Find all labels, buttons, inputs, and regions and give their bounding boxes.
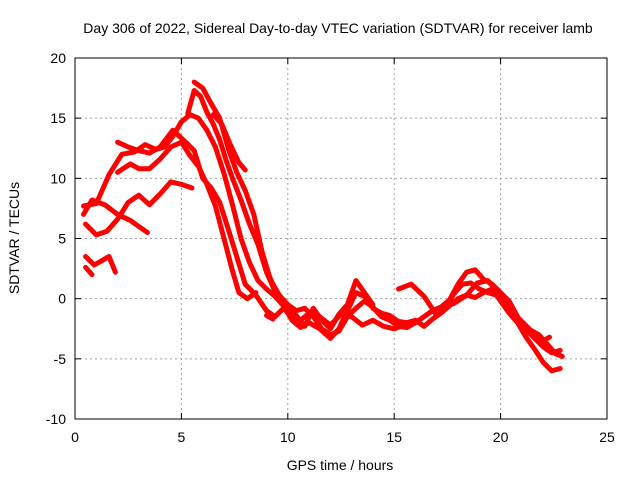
x-tick-label: 5 [178,429,186,445]
series-line-track-2 [83,264,95,278]
y-tick-label: 5 [58,231,66,247]
series-line-track-8 [185,88,563,374]
series-line-track-13 [291,278,376,332]
y-tick-label: 0 [58,291,66,307]
series-line-track-6 [115,139,259,302]
series-line-track-4 [83,179,195,238]
series-line-track-7 [115,127,408,332]
series-line-track-3 [81,197,150,235]
series-line-track-15 [451,278,552,345]
series-line-track-5 [81,112,295,314]
series-line-track-12 [264,313,276,322]
chart-title: Day 306 of 2022, Sidereal Day-to-day VTE… [83,20,593,36]
y-tick-label: -10 [46,411,66,427]
y-tick-label: -5 [54,351,67,367]
y-tick-label: 20 [50,50,66,66]
axis-ticks: 0 5 10 15 20 25 -10 -5 0 5 10 15 20 [46,50,615,445]
series-line-track-14 [396,280,565,359]
x-tick-label: 15 [386,429,402,445]
series-group [81,79,565,374]
y-axis-label: SDTVAR / TECUs [6,182,22,294]
x-tick-label: 20 [493,429,509,445]
y-tick-label: 15 [50,110,66,126]
x-tick-label: 0 [71,429,79,445]
series-line-track-11 [255,233,278,292]
x-axis-label: GPS time / hours [287,457,394,473]
grid [75,58,607,419]
x-tick-label: 10 [280,429,296,445]
y-tick-label: 10 [50,170,66,186]
x-tick-label: 25 [599,429,615,445]
series-line-track-1 [83,254,118,275]
series-line-track-10 [210,112,248,173]
